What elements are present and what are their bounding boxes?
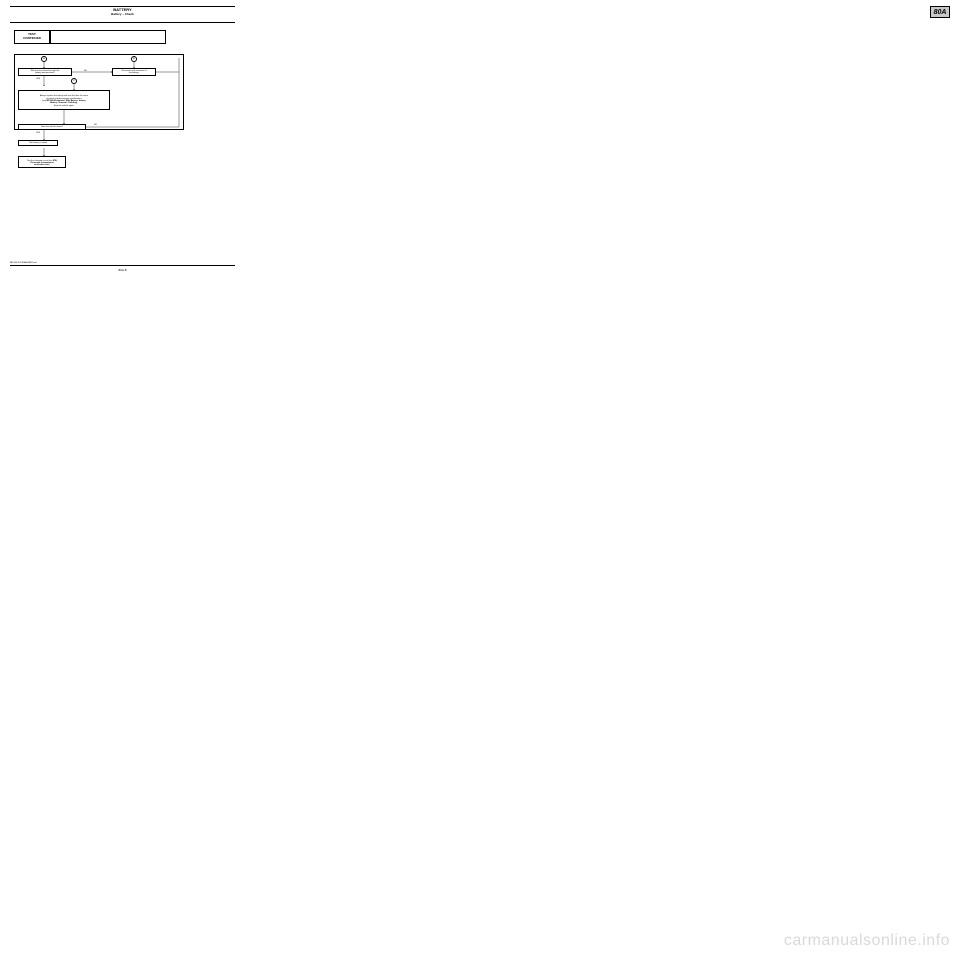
lbl-yes-2: YES [36, 132, 40, 134]
box-q1: Was the test carried out with the batter… [18, 68, 72, 76]
page-number: 80A-8 [10, 268, 235, 272]
box-q2: Does the vehicle restart? [18, 124, 86, 130]
node-c: C [71, 78, 77, 84]
page-subtitle: Battery – Check [10, 13, 235, 17]
label: Test the charging circuit (see 87B, Pass… [27, 157, 57, 167]
label: B [133, 58, 134, 60]
rule-bottom [10, 265, 235, 266]
box-empty-header [50, 30, 166, 44]
label: Does the vehicle restart? [41, 126, 63, 128]
label: A [43, 58, 44, 60]
box-c1: Always replace the battery with one that… [18, 90, 110, 110]
node-a: A [41, 56, 47, 62]
label: TEST CONTINUED [23, 33, 41, 40]
rule-under-header [10, 22, 235, 23]
label: Was the test carried out with the batter… [31, 70, 60, 75]
label: C [73, 80, 74, 82]
watermark: carmanualsonline.info [784, 932, 950, 950]
box-test-continued: TEST CONTINUED [14, 30, 50, 44]
node-b: B [131, 56, 137, 62]
header: BATTERY Battery – Check [10, 6, 235, 22]
lbl-yes-1: YES [36, 78, 40, 80]
box-test-charging: Test the charging circuit (see 87B, Pass… [18, 156, 66, 168]
box-sound: The battery is sound. [18, 140, 58, 146]
lbl-no-2: NO [94, 124, 97, 126]
box-b1: Reconnect both terminals of the battery. [112, 68, 156, 76]
section-code: 80A [930, 6, 950, 18]
footnote: MR-453-X79-80A000$030.mif [10, 262, 37, 264]
lbl-no-1: NO [84, 70, 87, 72]
flowchart: TEST CONTINUED A B C Was the test carrie… [14, 30, 229, 190]
label: Always replace the battery with one that… [40, 93, 88, 107]
label: The battery is sound. [29, 142, 48, 144]
label: Reconnect both terminals of the battery. [122, 70, 147, 75]
